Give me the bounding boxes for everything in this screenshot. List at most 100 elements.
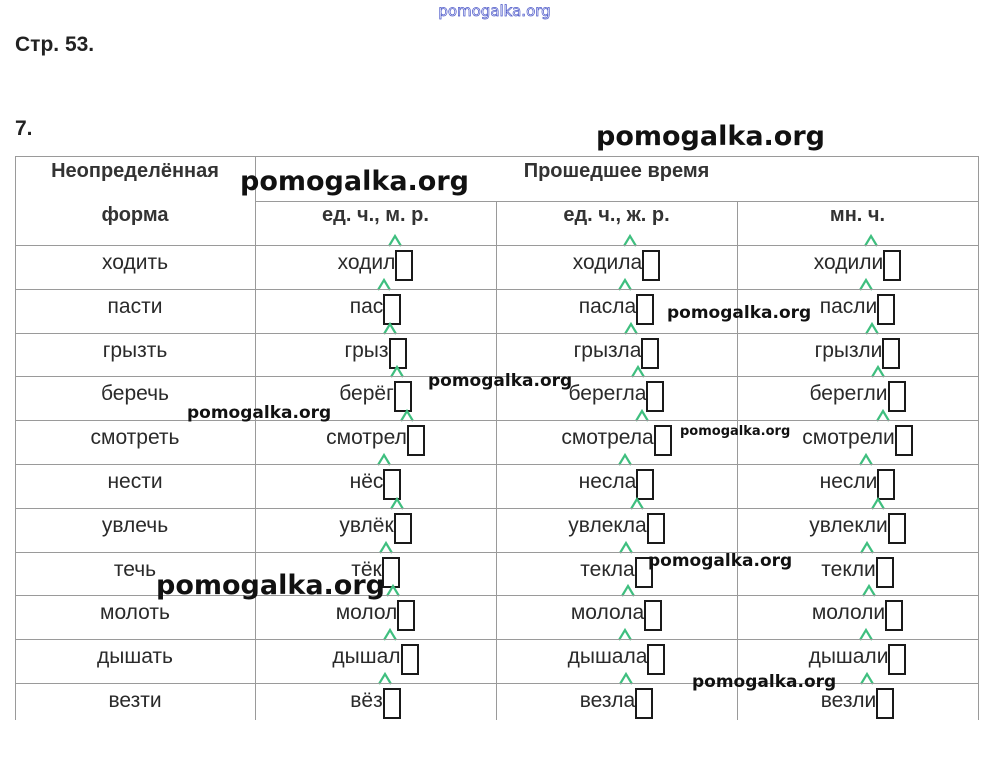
word-text: текли: [821, 558, 876, 582]
cell-fem: везла: [496, 671, 737, 719]
ending-box: [882, 338, 901, 369]
cell-masc: берёг: [255, 364, 496, 412]
cell-infinitive: увлечь: [101, 514, 169, 537]
word-form: смотрели: [802, 408, 913, 456]
watermark: pomogalka.org: [648, 551, 793, 571]
header-infinitive-line2: форма: [101, 204, 169, 226]
cell-infinitive: грызть: [102, 339, 168, 362]
word-form: пас: [350, 277, 402, 325]
word-form: молола: [571, 583, 663, 631]
cell-pl: грызли: [737, 321, 978, 369]
cell-fem: несла: [496, 452, 737, 500]
cell-masc: вёз: [255, 671, 496, 719]
word-form: текли: [821, 540, 894, 588]
word-form: несли: [819, 452, 896, 500]
cell-fem: пасла: [496, 277, 737, 325]
word-text: смотрел: [326, 426, 407, 450]
stem-mark-icon: [630, 364, 645, 378]
watermark: pomogalka.org: [187, 403, 332, 423]
row-divider: [15, 376, 978, 377]
word-text: увлёк: [339, 514, 394, 538]
stem-mark-icon: [862, 583, 877, 597]
ending-box: [395, 250, 414, 281]
column-border-0: [15, 156, 16, 720]
word-text: берёг: [339, 382, 394, 406]
row-divider: [15, 508, 978, 509]
row-divider: [15, 552, 978, 553]
word-form: увлекла: [568, 496, 665, 544]
subheader-feminine: ед. ч., ж. р.: [563, 204, 670, 226]
stem-mark-icon: [618, 671, 633, 685]
column-border-4: [978, 156, 979, 720]
ending-box: [877, 294, 896, 325]
word-form: дышала: [568, 627, 666, 675]
cell-masc: смотрел: [255, 408, 496, 456]
watermark: pomogalka.org: [240, 166, 469, 197]
cell-masc: ходил: [255, 233, 496, 281]
table-top-border: [15, 156, 978, 157]
subheader-masculine: ед. ч., м. р.: [322, 204, 429, 226]
column-border-1: [255, 156, 256, 720]
ending-box: [636, 469, 655, 500]
word-form: грыз: [344, 321, 407, 369]
ending-box: [382, 688, 401, 719]
cell-infinitive: беречь: [100, 382, 169, 405]
ending-box: [636, 294, 655, 325]
cell-pl: дышали: [737, 627, 978, 675]
word-form: берёг: [339, 364, 412, 412]
word-form: несла: [578, 452, 655, 500]
row-divider: [15, 420, 978, 421]
ending-box: [653, 425, 672, 456]
word-form: текла: [580, 540, 653, 588]
cell-masc: молол: [255, 583, 496, 631]
cell-infinitive: молоть: [100, 601, 170, 624]
stem-mark-icon: [377, 452, 392, 466]
stem-mark-icon: [618, 627, 633, 641]
stem-mark-icon: [871, 496, 886, 510]
cell-pl: мололи: [737, 583, 978, 631]
ending-box: [647, 644, 666, 675]
word-form: пасли: [820, 277, 896, 325]
watermark: pomogalka.org: [692, 672, 837, 692]
word-form: везли: [820, 671, 895, 719]
cell-infinitive: ходить: [101, 251, 169, 274]
row-divider: [15, 595, 978, 596]
ending-box: [875, 557, 894, 588]
word-text: несла: [578, 470, 637, 494]
row-divider: [15, 464, 978, 465]
word-form: вёз: [350, 671, 401, 719]
cell-infinitive: течь: [113, 558, 157, 581]
word-form: грызли: [814, 321, 901, 369]
cell-pl: смотрели: [737, 408, 978, 456]
ending-box: [877, 469, 896, 500]
word-text: нёс: [349, 470, 384, 494]
stem-mark-icon: [871, 364, 886, 378]
word-text: несли: [819, 470, 878, 494]
word-form: мололи: [812, 583, 904, 631]
word-text: грызли: [814, 339, 883, 363]
word-form: смотрела: [561, 408, 672, 456]
ending-box: [642, 250, 661, 281]
ending-box: [393, 513, 412, 544]
word-text: смотрели: [802, 426, 895, 450]
stem-mark-icon: [388, 233, 403, 247]
word-form: берегли: [809, 364, 906, 412]
ending-box: [876, 688, 895, 719]
stem-mark-icon: [864, 233, 879, 247]
stem-mark-icon: [619, 540, 634, 554]
cell-pl: пасли: [737, 277, 978, 325]
word-form: пасла: [579, 277, 655, 325]
ending-box: [885, 600, 904, 631]
ending-box: [397, 600, 416, 631]
ending-box: [406, 425, 425, 456]
stem-mark-icon: [623, 233, 638, 247]
word-text: везли: [820, 689, 877, 713]
column-border-2: [496, 201, 497, 720]
cell-masc: нёс: [255, 452, 496, 500]
word-form: дышали: [809, 627, 907, 675]
cell-pl: берегли: [737, 364, 978, 412]
word-text: берегли: [809, 382, 888, 406]
header-infinitive-line1: Неопределённая: [51, 160, 219, 182]
column-border-3: [737, 201, 738, 720]
stem-mark-icon: [386, 583, 401, 597]
